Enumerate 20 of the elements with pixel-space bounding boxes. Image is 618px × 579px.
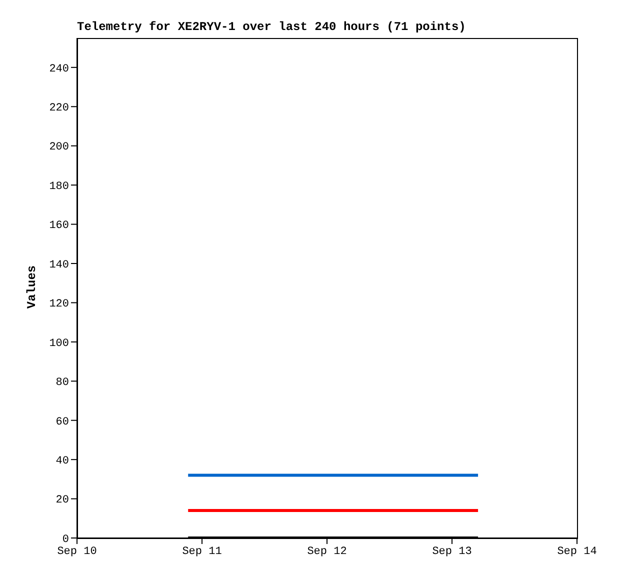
y-axis-title: Values bbox=[25, 264, 39, 311]
y-tick-label: 200 bbox=[49, 142, 69, 154]
chart-title: Telemetry for XE2RYV-1 over last 240 hours (71 points) bbox=[77, 20, 466, 34]
y-tick-label: 220 bbox=[49, 102, 69, 115]
y-tick-label: 100 bbox=[49, 338, 69, 350]
y-tick-label: 20 bbox=[56, 494, 69, 507]
y-tick-label: 80 bbox=[56, 377, 69, 390]
y-tick-label: 140 bbox=[49, 259, 69, 272]
x-tick-label: Sep 13 bbox=[432, 546, 472, 558]
y-tick-label: 160 bbox=[49, 220, 69, 232]
y-tick-label: 40 bbox=[56, 455, 69, 468]
x-tick-label: Sep 11 bbox=[182, 546, 222, 558]
y-tick-label: 120 bbox=[49, 298, 69, 311]
y-tick-label: 60 bbox=[56, 416, 69, 428]
x-tick-label: Sep 10 bbox=[57, 546, 97, 558]
y-tick-label: 180 bbox=[49, 180, 69, 193]
x-tick-label: Sep 14 bbox=[557, 546, 598, 558]
y-tick-label: 240 bbox=[49, 63, 69, 76]
y-tick-label: 0 bbox=[62, 534, 69, 546]
x-tick-label: Sep 12 bbox=[307, 546, 347, 558]
